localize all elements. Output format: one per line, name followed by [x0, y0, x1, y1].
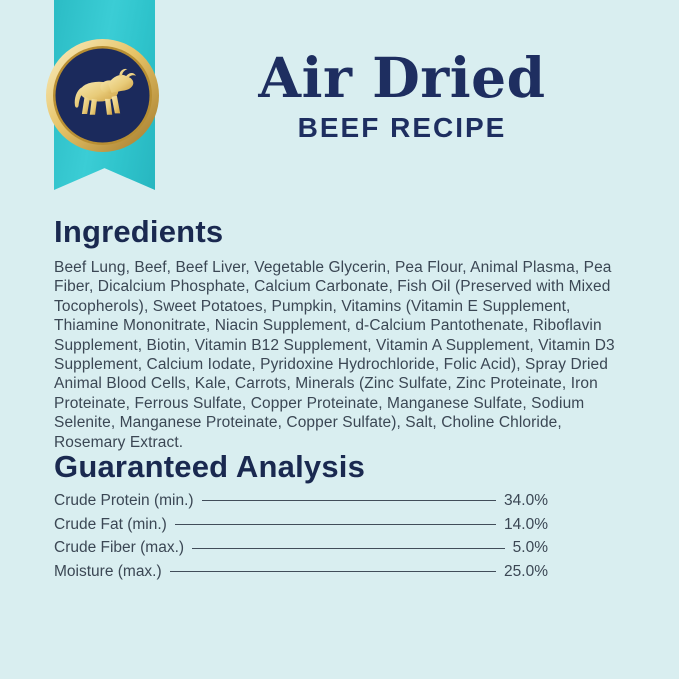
analysis-row: Crude Fat (min.) 14.0% — [54, 513, 548, 537]
page-subtitle: BEEF RECIPE — [297, 112, 507, 143]
analysis-value: 34.0% — [504, 491, 548, 509]
analysis-row: Moisture (max.) 25.0% — [54, 560, 548, 584]
analysis-label: Crude Protein (min.) — [54, 491, 194, 509]
header: Air Dried BEEF RECIPE — [125, 50, 679, 142]
analysis-label: Crude Fiber (max.) — [54, 539, 185, 557]
analysis-row: Crude Fiber (max.) 5.0% — [54, 536, 548, 560]
leader-line — [169, 571, 497, 573]
badge — [45, 38, 160, 153]
bull-icon — [46, 39, 159, 152]
leader-line — [192, 547, 505, 549]
analysis-value: 14.0% — [504, 515, 548, 533]
leader-line — [201, 500, 497, 502]
analysis-value: 25.0% — [504, 562, 548, 580]
leader-line — [174, 524, 497, 526]
ingredients-section: Ingredients Beef Lung, Beef, Beef Liver,… — [54, 216, 632, 452]
page-title: Air Dried — [258, 45, 546, 110]
analysis-row: Crude Protein (min.) 34.0% — [54, 489, 548, 513]
analysis-label: Crude Fat (min.) — [54, 515, 167, 533]
ingredients-text: Beef Lung, Beef, Beef Liver, Vegetable G… — [54, 259, 615, 451]
guaranteed-analysis-section: Guaranteed Analysis Crude Protein (min.)… — [54, 451, 548, 584]
ingredients-heading: Ingredients — [54, 214, 224, 249]
analysis-heading: Guaranteed Analysis — [54, 449, 366, 484]
analysis-label: Moisture (max.) — [54, 562, 162, 580]
analysis-value: 5.0% — [512, 539, 548, 557]
analysis-rows: Crude Protein (min.) 34.0% Crude Fat (mi… — [54, 489, 548, 584]
